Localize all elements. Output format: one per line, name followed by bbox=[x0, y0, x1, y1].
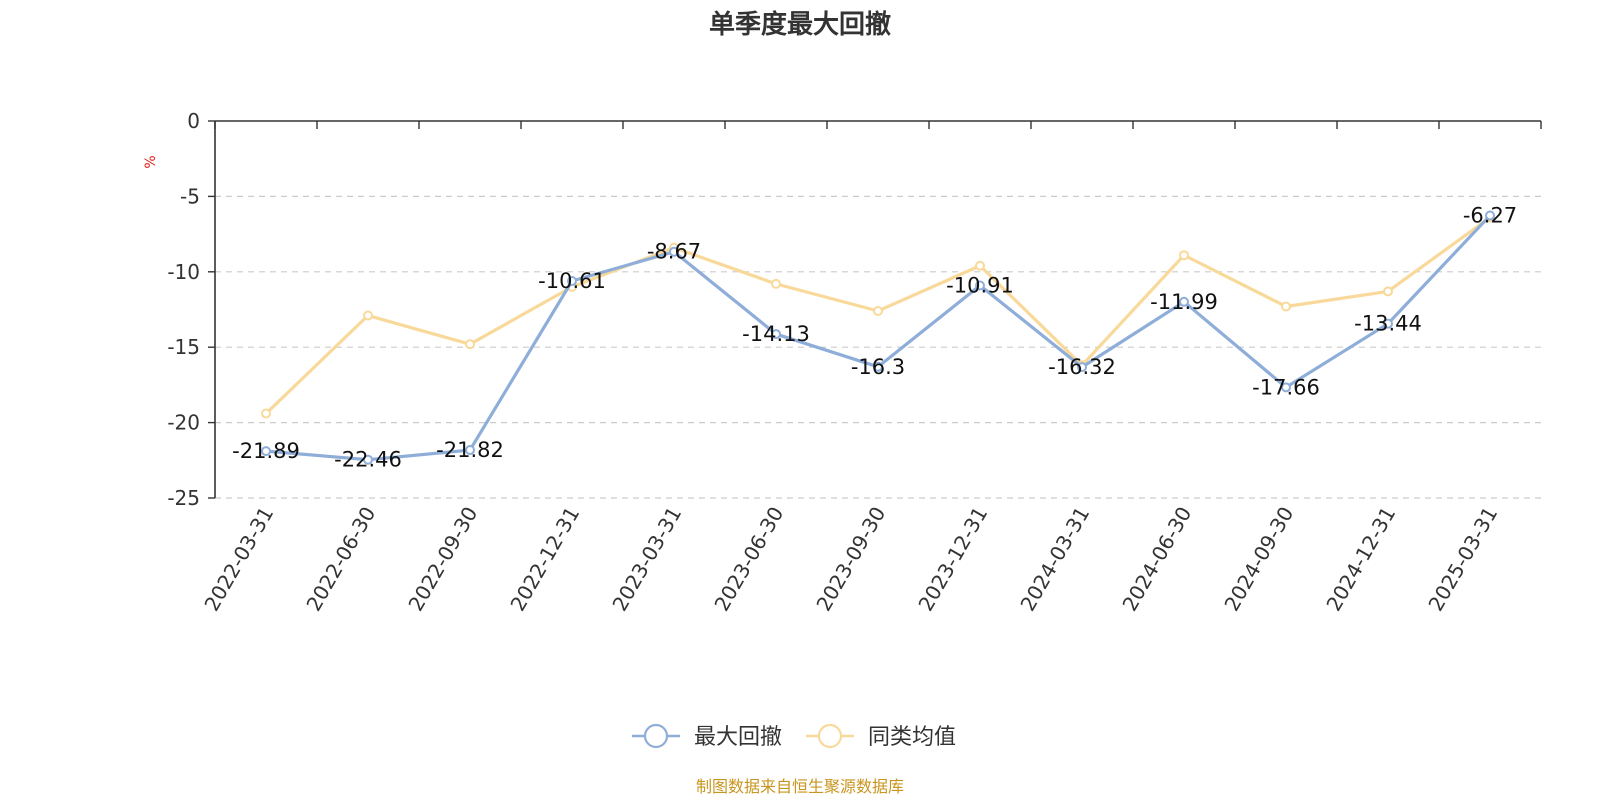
data-point bbox=[873, 361, 883, 372]
x-tick-label: 2022-12-31 bbox=[505, 503, 584, 616]
data-label: -21.89 bbox=[232, 439, 300, 463]
data-label: -14.13 bbox=[742, 322, 810, 346]
y-axis-unit-label: % bbox=[143, 155, 159, 168]
data-labels: -21.89 -22.46 -21.82 -10.61 -8.67 -14.13 -16.3… bbox=[232, 204, 1517, 472]
data-label: -16.32 bbox=[1048, 355, 1116, 379]
y-tick-label: -25 bbox=[167, 486, 200, 510]
data-label: -22.46 bbox=[334, 448, 402, 472]
data-point bbox=[363, 454, 373, 465]
data-point bbox=[261, 408, 271, 419]
data-label: -8.67 bbox=[647, 240, 701, 264]
x-tick-label: 2023-09-30 bbox=[811, 503, 890, 616]
x-tick-label: 2024-03-31 bbox=[1015, 503, 1094, 616]
x-tick-label: 2024-09-30 bbox=[1219, 503, 1298, 616]
data-point bbox=[465, 339, 475, 350]
data-point bbox=[1383, 318, 1393, 329]
data-point bbox=[1281, 382, 1291, 393]
x-tick-label: 2023-03-31 bbox=[607, 503, 686, 616]
y-tick-label: -5 bbox=[180, 184, 200, 208]
data-point bbox=[1077, 362, 1087, 373]
data-point bbox=[1179, 296, 1189, 307]
data-point bbox=[771, 278, 781, 289]
data-point bbox=[975, 260, 985, 271]
x-tick-label: 2023-06-30 bbox=[709, 503, 788, 616]
x-tick-label: 2024-12-31 bbox=[1321, 503, 1400, 616]
x-tick-label: 2023-12-31 bbox=[913, 503, 992, 616]
data-point bbox=[771, 329, 781, 340]
data-label: -16.3 bbox=[851, 355, 905, 379]
data-point bbox=[873, 306, 883, 317]
data-point bbox=[1281, 301, 1291, 312]
data-point bbox=[669, 246, 679, 257]
legend-marker-icon bbox=[817, 723, 843, 749]
legend[interactable]: 最大回撤 同类均值 bbox=[632, 723, 956, 750]
y-tick-label: -15 bbox=[167, 335, 200, 359]
data-label: -6.27 bbox=[1463, 204, 1517, 228]
chart-title: 单季度最大回撤 bbox=[709, 9, 891, 40]
data-point bbox=[261, 446, 271, 457]
data-label: -10.91 bbox=[946, 274, 1014, 298]
data-label: -17.66 bbox=[1252, 375, 1320, 399]
data-label: -21.82 bbox=[436, 438, 504, 462]
y-tick-label: -20 bbox=[167, 411, 200, 435]
data-point bbox=[1383, 286, 1393, 297]
y-tick-label: -10 bbox=[167, 260, 200, 284]
series-lines bbox=[261, 210, 1495, 465]
legend-marker-icon bbox=[643, 723, 669, 749]
data-label: -11.99 bbox=[1150, 290, 1218, 314]
legend-item-max-drawdown[interactable]: 最大回撤 bbox=[632, 723, 782, 750]
data-point bbox=[1485, 210, 1495, 221]
x-tick-label: 2022-09-30 bbox=[403, 503, 482, 616]
data-point bbox=[465, 445, 475, 456]
legend-label: 最大回撤 bbox=[694, 725, 782, 750]
legend-label: 同类均值 bbox=[868, 725, 956, 750]
x-tick-label: 2025-03-31 bbox=[1423, 503, 1502, 616]
data-label: -13.44 bbox=[1354, 312, 1422, 336]
x-tick-label: 2022-06-30 bbox=[301, 503, 380, 616]
x-tick-label: 2022-03-31 bbox=[199, 503, 278, 616]
data-point bbox=[1179, 250, 1189, 261]
data-point bbox=[975, 280, 985, 291]
grid-lines bbox=[215, 195, 1541, 499]
data-label: -10.61 bbox=[538, 269, 606, 293]
source-note: 制图数据来自恒生聚源数据库 bbox=[696, 777, 904, 796]
x-tick-label: 2024-06-30 bbox=[1117, 503, 1196, 616]
y-tick-label: 0 bbox=[187, 109, 200, 133]
legend-item-peer-average[interactable]: 同类均值 bbox=[806, 723, 956, 750]
data-point bbox=[363, 310, 373, 321]
data-point bbox=[567, 275, 577, 286]
